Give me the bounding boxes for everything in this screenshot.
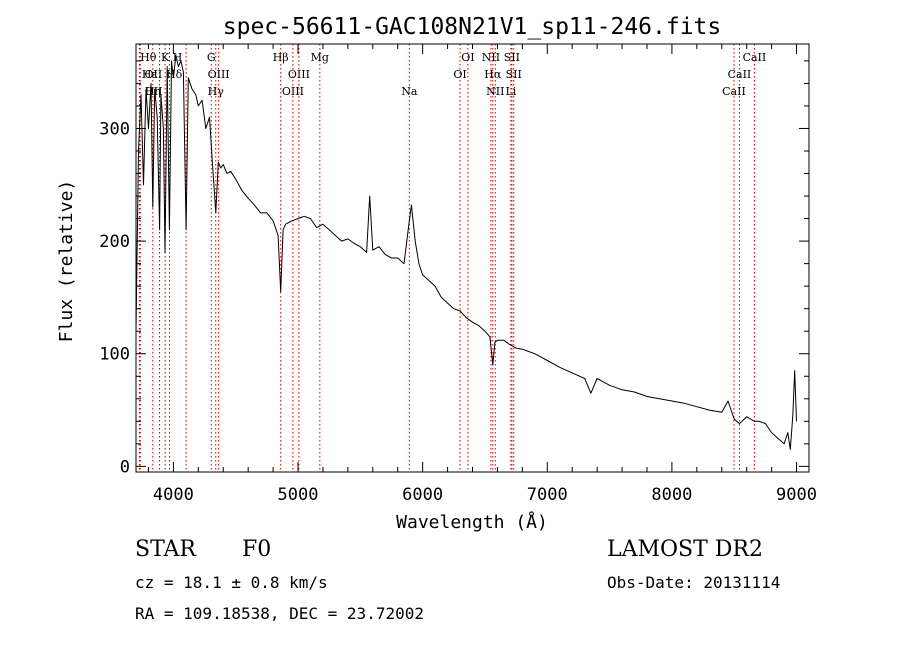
line-label-22: SII bbox=[506, 68, 522, 81]
x-tick-label-4: 8000 bbox=[651, 485, 692, 505]
line-label-21: SII bbox=[504, 51, 520, 64]
y-axis-label: Flux (relative) bbox=[56, 180, 77, 343]
line-label-23: Li bbox=[505, 85, 516, 98]
y-axis-ticks: 0 100 200 300 bbox=[99, 60, 809, 477]
line-label-3: Hε bbox=[142, 68, 158, 81]
line-label-20: NII bbox=[486, 85, 504, 98]
line-label-15: Na bbox=[401, 85, 418, 98]
observation-date: Obs-Date: 20131114 bbox=[607, 573, 781, 592]
coordinates-readout: RA = 109.18538, DEC = 23.72002 bbox=[135, 604, 424, 623]
x-axis-ticks: 4000 5000 6000 7000 8000 9000 bbox=[147, 44, 817, 505]
line-label-2: OII bbox=[145, 85, 163, 98]
line-label-1: OII bbox=[145, 68, 163, 81]
x-tick-label-1: 5000 bbox=[278, 485, 319, 505]
spectrum-line bbox=[135, 54, 797, 450]
line-label-17: OI bbox=[453, 68, 466, 81]
y-tick-label-3: 300 bbox=[99, 119, 130, 139]
line-label-10: Hγ bbox=[208, 85, 225, 98]
spectral-line-markers bbox=[138, 44, 755, 472]
line-label-25: CaII bbox=[728, 68, 752, 81]
y-tick-label-1: 100 bbox=[99, 345, 130, 365]
spectrum-layer bbox=[135, 54, 797, 450]
x-tick-label-0: 4000 bbox=[153, 485, 194, 505]
line-label-14: Mg bbox=[311, 51, 329, 64]
line-label-5: H bbox=[173, 51, 183, 64]
survey-name: LAMOST DR2 bbox=[607, 537, 763, 562]
line-label-6: Hδ bbox=[166, 68, 183, 81]
line-label-13: OIII bbox=[282, 85, 304, 98]
x-axis-label: Wavelength (Å) bbox=[396, 511, 548, 533]
line-label-12: OIII bbox=[288, 68, 310, 81]
line-label-4: K bbox=[161, 51, 170, 64]
redshift-readout: cz = 18.1 ± 0.8 km/s bbox=[135, 573, 328, 592]
x-tick-label-5: 9000 bbox=[776, 485, 817, 505]
x-tick-label-3: 7000 bbox=[527, 485, 568, 505]
line-label-24: CaII bbox=[743, 51, 767, 64]
line-label-8: G bbox=[207, 51, 216, 64]
line-label-0: Hθ bbox=[140, 51, 157, 64]
line-label-18: NII bbox=[482, 51, 500, 64]
chart-title: spec-56611-GAC108N21V1_sp11-246.fits bbox=[223, 14, 722, 40]
x-tick-label-2: 6000 bbox=[402, 485, 443, 505]
line-label-11: Hβ bbox=[273, 51, 289, 64]
plot-frame bbox=[135, 43, 810, 473]
object-class: STAR bbox=[135, 537, 196, 562]
y-tick-label-0: 0 bbox=[120, 457, 130, 477]
y-tick-label-2: 200 bbox=[99, 232, 130, 252]
line-label-16: OI bbox=[461, 51, 474, 64]
line-label-26: CaII bbox=[722, 85, 746, 98]
line-label-9: OIII bbox=[208, 68, 230, 81]
line-label-7: Hη bbox=[145, 85, 161, 98]
object-subclass: F0 bbox=[242, 537, 272, 562]
line-label-19: Hα bbox=[484, 68, 502, 81]
